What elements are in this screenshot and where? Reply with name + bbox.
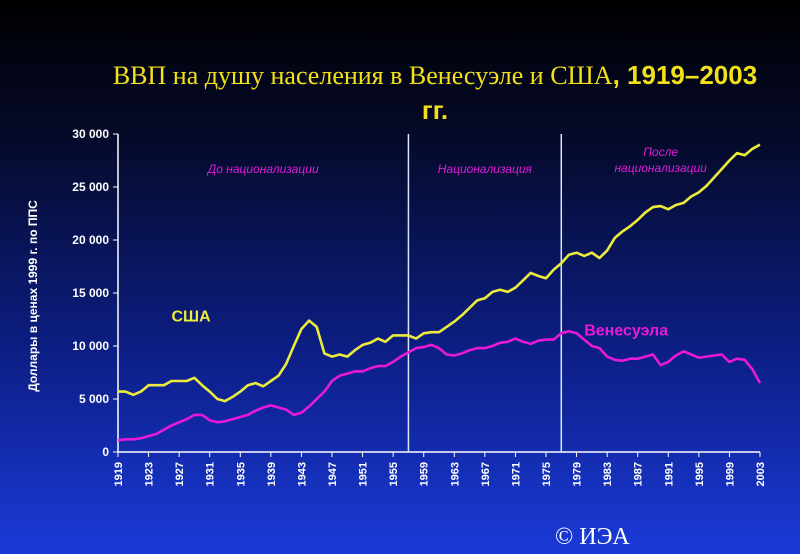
x-tick-label: 1999 [724, 462, 736, 486]
x-tick-label: 1971 [510, 462, 522, 486]
period-label: До национализации [206, 162, 319, 176]
series-line-usa [118, 143, 761, 403]
y-tick-label: 25 000 [72, 180, 109, 194]
chart-title: ВВП на душу населения в Венесуэле и США,… [95, 58, 775, 128]
series-label: США [172, 309, 212, 326]
x-tick-label: 1923 [144, 462, 156, 486]
x-tick-label: 1995 [694, 462, 706, 486]
x-tick-label: 2003 [755, 462, 767, 486]
x-tick-label: 1991 [663, 462, 675, 486]
x-tick-label: 1935 [235, 462, 247, 486]
chart-title-suffix: гг. [421, 95, 449, 125]
chart-title-main: ВВП на душу населения в Венесуэле и США [112, 61, 613, 90]
series-line-venezuela [117, 329, 762, 442]
x-tick-label: 1959 [419, 462, 431, 486]
period-label: Национализация [438, 162, 533, 176]
y-tick-label: 5 000 [79, 392, 109, 406]
chart-title-years: , 1919–2003 [612, 60, 758, 90]
x-tick-label: 1939 [266, 462, 278, 486]
series-label: Венесуэла [584, 322, 668, 339]
x-tick-label: 1947 [327, 462, 339, 486]
y-tick-label: 30 000 [72, 127, 109, 141]
y-tick-label: 10 000 [72, 339, 109, 353]
y-tick-label: 20 000 [72, 233, 109, 247]
x-tick-label: 1955 [388, 462, 400, 486]
copyright-text: © ИЭА [555, 524, 630, 550]
x-tick-label: 1963 [449, 462, 461, 486]
x-tick-label: 1979 [572, 462, 584, 486]
x-tick-label: 1919 [113, 462, 125, 486]
x-tick-label: 1931 [205, 462, 217, 486]
x-tick-label: 1943 [296, 462, 308, 486]
y-tick-label: 15 000 [72, 286, 109, 300]
period-label: После национализации [614, 145, 707, 175]
x-tick-label: 1975 [541, 462, 553, 486]
x-tick-label: 1987 [633, 462, 645, 486]
x-tick-label: 1983 [602, 462, 614, 486]
x-tick-label: 1927 [174, 462, 186, 486]
x-tick-label: 1951 [358, 462, 370, 486]
x-tick-label: 1967 [480, 462, 492, 486]
y-tick-label: 0 [102, 445, 109, 459]
